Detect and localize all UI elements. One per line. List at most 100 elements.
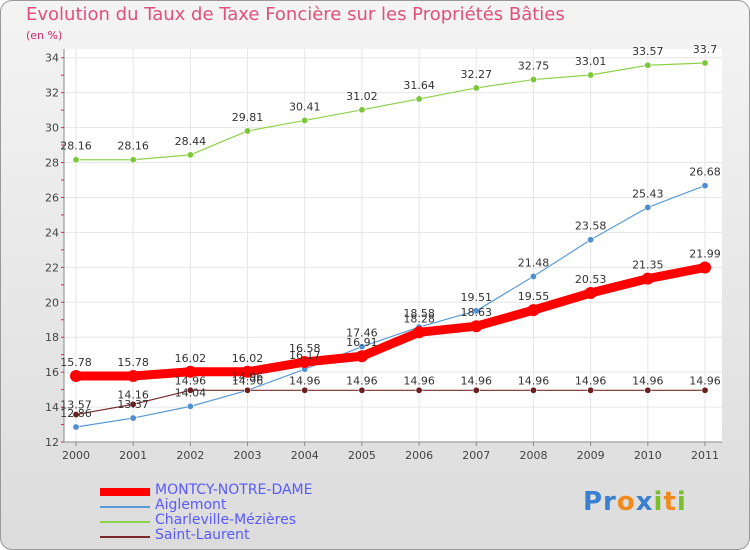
data-label: 14.16 bbox=[117, 388, 149, 401]
data-label: 15.78 bbox=[117, 356, 149, 369]
x-tick-label: 2010 bbox=[634, 449, 662, 462]
data-label: 29.81 bbox=[232, 111, 264, 124]
legend-label-charleville: Charleville-Mézières bbox=[155, 512, 297, 528]
data-label: 33.57 bbox=[632, 45, 664, 58]
data-point bbox=[127, 369, 140, 382]
data-label: 30.41 bbox=[289, 100, 321, 113]
data-point bbox=[129, 400, 137, 408]
data-point bbox=[129, 156, 137, 164]
legend-swatch-aiglemont bbox=[100, 506, 150, 508]
data-point bbox=[584, 287, 597, 300]
data-label: 33.7 bbox=[693, 43, 718, 56]
data-point bbox=[415, 386, 423, 394]
legend-label-montcy: MONTCY-NOTRE-DAME bbox=[155, 482, 313, 498]
data-label: 14.96 bbox=[289, 374, 321, 387]
data-point bbox=[355, 350, 368, 363]
data-point bbox=[529, 386, 537, 394]
data-point bbox=[644, 61, 652, 69]
x-tick-label: 2002 bbox=[176, 449, 204, 462]
legend-item-aiglemont: Aiglemont bbox=[100, 497, 360, 514]
chart-unit-label: (en %) bbox=[26, 29, 63, 42]
x-tick-label: 2004 bbox=[291, 449, 319, 462]
data-point bbox=[472, 84, 480, 92]
y-tick-label: 24 bbox=[45, 226, 59, 239]
data-point bbox=[72, 411, 80, 419]
x-tick-label: 2007 bbox=[462, 449, 490, 462]
data-label: 21.99 bbox=[689, 248, 721, 261]
data-label: 31.64 bbox=[403, 79, 435, 92]
x-tick-label: 2008 bbox=[519, 449, 547, 462]
data-point bbox=[644, 203, 652, 211]
x-tick-label: 2000 bbox=[62, 449, 90, 462]
data-point bbox=[470, 320, 483, 333]
data-point bbox=[186, 402, 194, 410]
data-point bbox=[72, 423, 80, 431]
data-point bbox=[358, 343, 366, 351]
data-label: 19.51 bbox=[461, 291, 493, 304]
data-label: 14.96 bbox=[403, 374, 435, 387]
legend-item-charleville: Charleville-Mézières bbox=[100, 512, 360, 529]
x-tick-label: 2005 bbox=[348, 449, 376, 462]
legend-swatch-montcy bbox=[100, 488, 150, 496]
data-label: 17.46 bbox=[346, 327, 378, 340]
data-point bbox=[358, 386, 366, 394]
data-label: 20.53 bbox=[575, 273, 607, 286]
data-label: 25.43 bbox=[632, 187, 664, 200]
legend-item-montcy: MONTCY-NOTRE-DAME bbox=[100, 482, 360, 499]
legend-label-aiglemont: Aiglemont bbox=[155, 497, 227, 513]
data-point bbox=[129, 414, 137, 422]
data-point bbox=[472, 307, 480, 315]
data-label: 28.16 bbox=[60, 140, 92, 153]
data-label: 14.04 bbox=[175, 386, 207, 399]
data-point bbox=[641, 272, 654, 285]
series-layer bbox=[70, 59, 711, 431]
data-point bbox=[529, 272, 537, 280]
data-label: 32.27 bbox=[461, 68, 493, 81]
data-point bbox=[587, 386, 595, 394]
data-point bbox=[699, 261, 711, 274]
data-point bbox=[186, 386, 194, 394]
y-tick-label: 34 bbox=[45, 52, 59, 65]
data-label: 14.96 bbox=[346, 374, 378, 387]
data-point bbox=[244, 386, 252, 394]
data-label: 18.58 bbox=[403, 307, 435, 320]
data-point bbox=[527, 304, 540, 317]
proxiti-logo: Proxiti bbox=[583, 487, 687, 517]
data-point bbox=[70, 369, 82, 382]
data-label: 21.35 bbox=[632, 259, 664, 272]
x-tick-label: 2009 bbox=[577, 449, 605, 462]
data-point bbox=[415, 95, 423, 103]
data-label: 16.91 bbox=[346, 336, 378, 349]
data-point bbox=[244, 127, 252, 135]
y-tick-label: 22 bbox=[45, 261, 59, 274]
data-label: 12.86 bbox=[60, 407, 92, 420]
data-label: 14.96 bbox=[632, 374, 664, 387]
data-point bbox=[301, 386, 309, 394]
legend-swatch-charleville bbox=[100, 521, 150, 523]
data-point bbox=[241, 365, 254, 378]
data-label: 18.28 bbox=[403, 312, 435, 325]
data-label: 13.57 bbox=[60, 399, 92, 412]
data-label: 18.63 bbox=[461, 306, 493, 319]
legend-label-saint-laurent: Saint-Laurent bbox=[155, 527, 250, 543]
data-label: 14.96 bbox=[575, 374, 607, 387]
data-label: 13.37 bbox=[117, 398, 149, 411]
data-label: 16.02 bbox=[232, 352, 264, 365]
x-tick-label: 2011 bbox=[691, 449, 719, 462]
data-label: 15.78 bbox=[60, 356, 92, 369]
data-point bbox=[587, 71, 595, 79]
data-point bbox=[587, 236, 595, 244]
data-point bbox=[529, 76, 537, 84]
data-label: 28.16 bbox=[117, 140, 149, 153]
data-label: 14.96 bbox=[232, 374, 264, 387]
data-label: 14.96 bbox=[461, 374, 493, 387]
y-tick-label: 18 bbox=[45, 331, 59, 344]
series-line-1 bbox=[75, 184, 706, 428]
chart-legend: MONTCY-NOTRE-DAME Aiglemont Charleville-… bbox=[100, 482, 360, 544]
data-label: 16.58 bbox=[289, 342, 321, 355]
data-label: 33.01 bbox=[575, 55, 607, 68]
legend-swatch-saint-laurent bbox=[100, 536, 150, 538]
axis-layer: 12 14 16 18 20 22 24 26 28 30 32 34 2000 2001 2002 2003… bbox=[45, 49, 722, 462]
data-label: 14.96 bbox=[175, 374, 207, 387]
